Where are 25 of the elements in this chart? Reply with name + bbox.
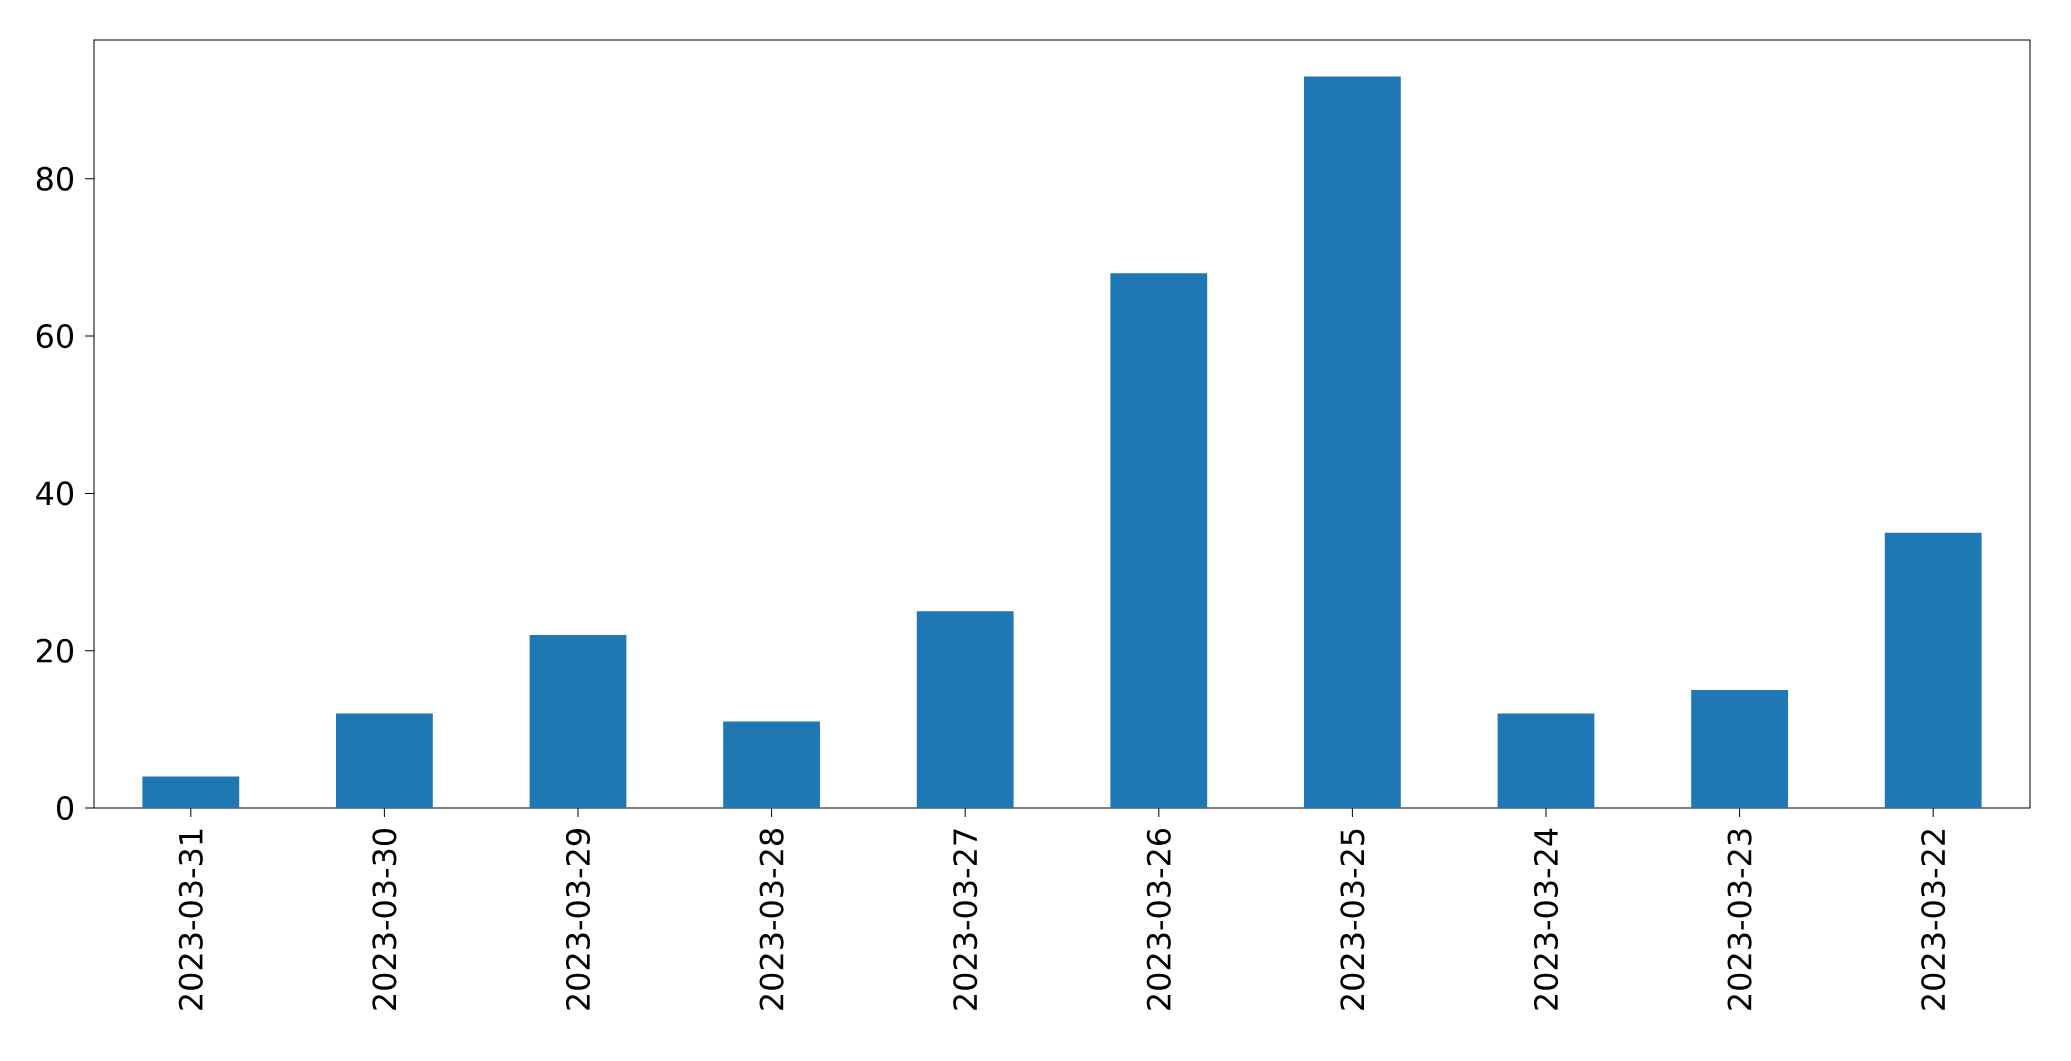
x-tick-label: 2023-03-29 (565, 829, 591, 1010)
y-tick-label: 60 (36, 324, 74, 349)
bar (336, 713, 433, 808)
bar (916, 611, 1014, 808)
y-tick-label: 80 (36, 166, 74, 191)
x-tick-label: 2023-03-27 (953, 829, 978, 1010)
bar (529, 634, 627, 808)
x-tick-label: 2023-03-28 (759, 829, 784, 1010)
x-tick-label: 2023-03-31 (178, 829, 203, 1010)
x-tick-label: 2023-03-22 (1921, 830, 1946, 1010)
x-tick-label: 2023-03-24 (1533, 828, 1559, 1010)
bar (1497, 713, 1595, 808)
x-tick-label: 2023-03-25 (1340, 829, 1365, 1010)
y-tick-label: 20 (36, 638, 74, 663)
y-tick-label: 0 (56, 795, 74, 821)
x-tick-label: 2023-03-23 (1727, 829, 1752, 1010)
x-tick-label: 2023-03-26 (1146, 828, 1171, 1010)
bar (1110, 273, 1208, 808)
bar (142, 776, 240, 808)
bar (723, 721, 820, 808)
bar (1691, 690, 1788, 808)
x-tick-label: 2023-03-30 (372, 829, 397, 1010)
bar (1884, 532, 1982, 808)
y-tick-label: 40 (36, 481, 74, 506)
bar (1304, 76, 1401, 808)
